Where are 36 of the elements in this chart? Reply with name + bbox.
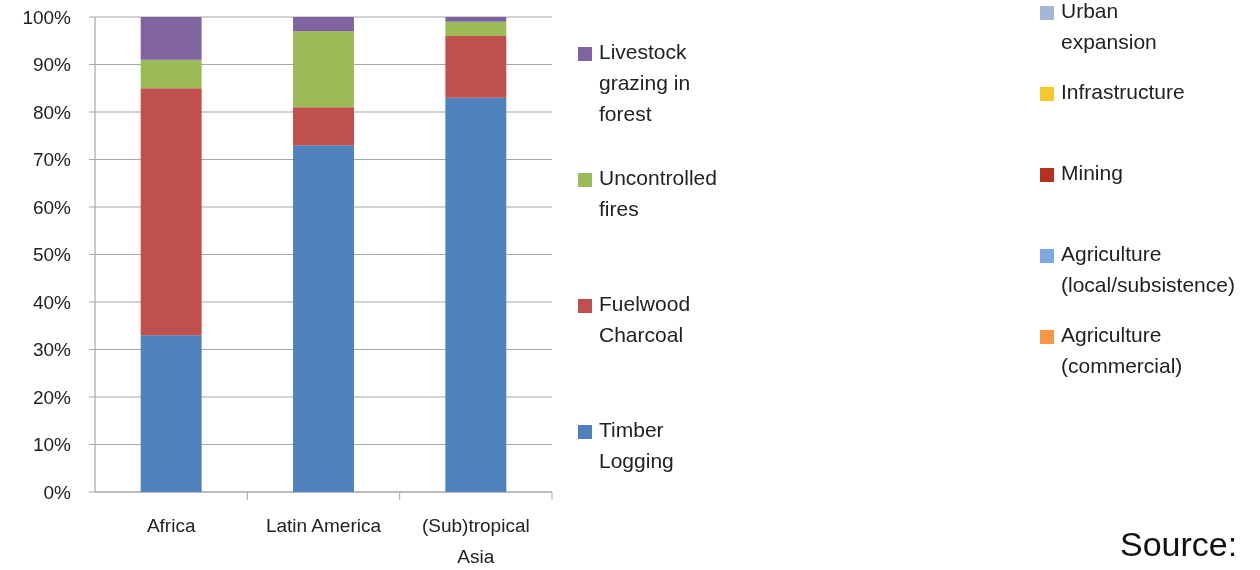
bar bbox=[293, 107, 354, 146]
y-tick-label: 0% bbox=[43, 481, 72, 503]
y-tick-label: 90% bbox=[32, 54, 72, 76]
bar bbox=[293, 17, 354, 32]
bar bbox=[140, 17, 202, 60]
legend-label: Livestock grazing in forest bbox=[599, 40, 691, 125]
bar bbox=[140, 335, 202, 492]
x-tick-label: Africa bbox=[146, 515, 196, 536]
y-tick-label: 70% bbox=[32, 149, 72, 171]
legend-label: Agriculture (commercial) bbox=[1061, 323, 1183, 377]
y-tick-label: 30% bbox=[32, 339, 72, 361]
y-tick-label: 100% bbox=[22, 6, 72, 28]
y-tick-label: 10% bbox=[32, 434, 72, 456]
source-note: Source: bbox=[1120, 525, 1238, 563]
legend-label: Fuelwood Charcoal bbox=[599, 292, 691, 346]
bar bbox=[140, 88, 202, 336]
y-tick-label: 20% bbox=[32, 386, 72, 408]
bar bbox=[445, 17, 507, 22]
bar bbox=[445, 36, 507, 98]
y-tick-label: 60% bbox=[32, 196, 72, 218]
bar bbox=[445, 21, 507, 36]
bar bbox=[293, 31, 354, 108]
y-tick-label: 50% bbox=[32, 244, 72, 266]
x-tick-label: Latin America bbox=[265, 515, 382, 536]
bar bbox=[445, 97, 507, 492]
y-tick-label: 80% bbox=[32, 101, 72, 123]
legend-label: Urban expansion bbox=[1061, 0, 1157, 53]
bar bbox=[140, 59, 202, 89]
y-tick-label: 40% bbox=[32, 291, 72, 313]
x-tick-label: (Sub)tropical Asia bbox=[421, 515, 530, 567]
bar bbox=[293, 145, 354, 492]
legend-label: Uncontrolled fires bbox=[599, 166, 717, 220]
legend-label: Timber Logging bbox=[599, 418, 674, 472]
legend-label: Agriculture (local/subsistence) bbox=[1061, 242, 1235, 296]
legend-label: Mining bbox=[1061, 161, 1123, 184]
legend-label: Infrastructure bbox=[1061, 80, 1185, 103]
